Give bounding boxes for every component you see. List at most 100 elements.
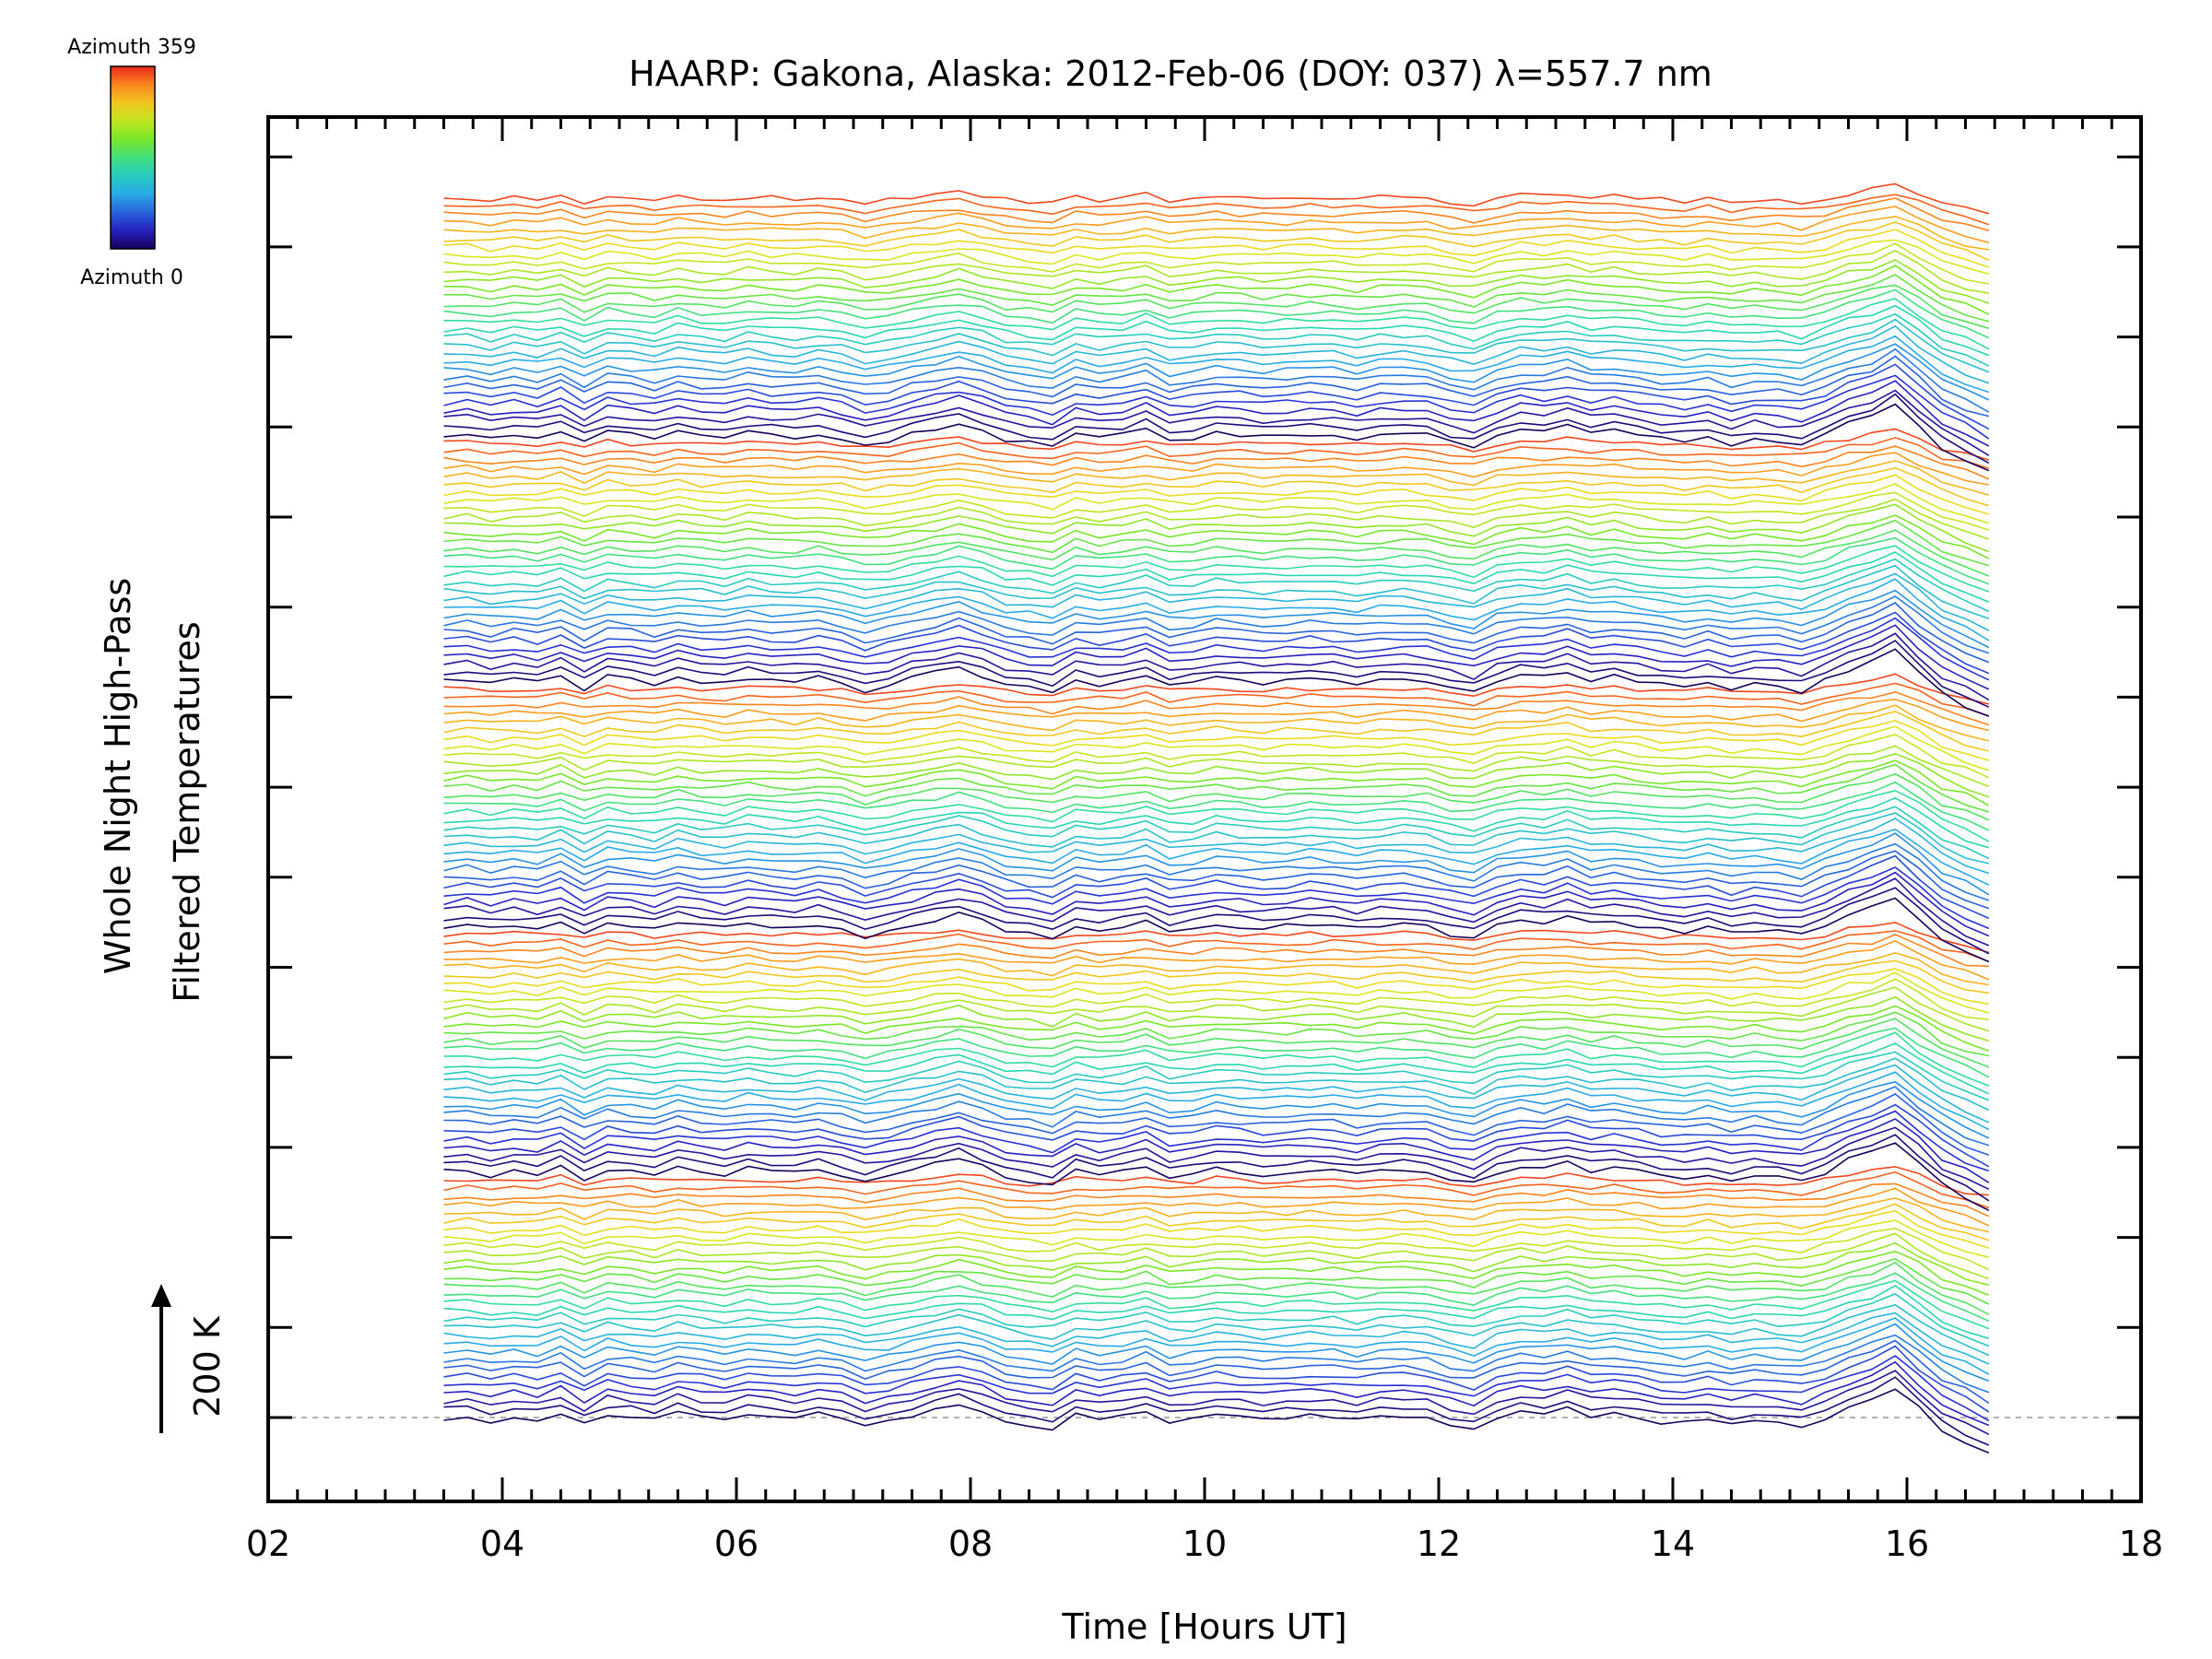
- series-line: [443, 403, 1990, 472]
- series-line: [443, 363, 1990, 430]
- series-line: [443, 216, 1990, 251]
- series-line: [443, 572, 1990, 631]
- series-line: [443, 483, 1990, 524]
- series-line: [443, 265, 1990, 315]
- series-line: [443, 1042, 1990, 1095]
- series-line: [443, 818, 1990, 875]
- series-line: [443, 428, 1990, 462]
- series-line: [443, 968, 1990, 1006]
- series-line: [443, 324, 1990, 384]
- series-line: [443, 298, 1990, 350]
- series-line: [443, 934, 1989, 968]
- series-line: [443, 474, 1990, 515]
- series-line: [443, 182, 1990, 215]
- series-line: [443, 194, 1990, 226]
- colorbar-bottom-label: Azimuth 0: [80, 266, 183, 289]
- series-line: [443, 1064, 1990, 1124]
- series-line: [443, 1241, 1990, 1287]
- series-line: [443, 617, 1990, 681]
- series-line: [443, 922, 1990, 954]
- series-line: [443, 1292, 1990, 1347]
- series-line: [443, 971, 1990, 1014]
- y-axis-label-line2: Filtered Temperatures: [167, 621, 207, 1002]
- series-line: [443, 1303, 1990, 1357]
- series-line: [443, 704, 1990, 742]
- series-line: [443, 514, 1990, 559]
- x-tick-label: 06: [714, 1524, 759, 1564]
- series-line: [443, 1232, 1990, 1280]
- series-line: [443, 1080, 1990, 1139]
- series-line: [443, 1086, 1990, 1147]
- series-line: [443, 259, 1990, 304]
- series-line: [443, 498, 1990, 540]
- series-line: [443, 355, 1990, 418]
- series-line: [443, 1272, 1990, 1323]
- series-line: [443, 1110, 1990, 1172]
- series-line: [443, 1005, 1990, 1053]
- series-line: [443, 1182, 1990, 1218]
- series-line: [443, 229, 1990, 268]
- series-line: [443, 682, 1990, 717]
- series-line: [443, 789, 1990, 842]
- series-line: [443, 1257, 1990, 1305]
- series-line: [443, 796, 1990, 849]
- series-line: [443, 1355, 1990, 1422]
- series-line: [443, 1126, 1990, 1191]
- series-line: [443, 1197, 1990, 1233]
- colorbar: Azimuth 359 Azimuth 0: [67, 36, 196, 289]
- series-line: [443, 437, 1990, 469]
- series-line: [443, 249, 1990, 294]
- series-line: [443, 806, 1990, 860]
- series-line: [443, 1187, 1990, 1227]
- y-axis-label-line1: Whole Night High-Pass: [98, 578, 138, 974]
- series-line: [443, 1317, 1990, 1375]
- x-tick-label: 16: [1885, 1524, 1929, 1564]
- series-line: [443, 951, 1990, 986]
- series-line: [443, 995, 1990, 1042]
- series-line: [443, 698, 1990, 732]
- x-axis: [266, 117, 2143, 1501]
- series-line: [443, 374, 1990, 440]
- series-line: [443, 206, 1990, 244]
- series-line: [443, 347, 1990, 413]
- series-line: [443, 640, 1990, 708]
- series-line: [443, 545, 1990, 593]
- series-line: [443, 1142, 1990, 1212]
- series-line: [443, 551, 1990, 603]
- series-line: [443, 930, 1990, 962]
- scale-bar: 200 K: [151, 1284, 228, 1433]
- series-line: [443, 1011, 1990, 1057]
- series-line: [443, 725, 1990, 771]
- series-line: [443, 602, 1990, 664]
- x-tick-label: 02: [246, 1524, 290, 1564]
- series-line: [443, 284, 1990, 330]
- colorbar-gradient: [110, 65, 156, 250]
- series-line: [443, 1118, 1990, 1183]
- series-line: [443, 781, 1990, 831]
- series-line: [443, 1051, 1990, 1101]
- series-line: [443, 812, 1990, 865]
- series-line: [443, 1071, 1990, 1131]
- series-line: [443, 343, 1990, 401]
- series-line: [443, 1027, 1990, 1078]
- series-line: [443, 529, 1990, 577]
- series-line: [443, 763, 1990, 813]
- series-line: [443, 1279, 1990, 1330]
- series-line: [443, 304, 1990, 357]
- series-line: [443, 978, 1989, 1020]
- series-line: [443, 632, 1990, 701]
- series-line: [443, 877, 1990, 947]
- series-line: [443, 673, 1990, 705]
- series-line: [443, 318, 1990, 373]
- series-line: [443, 1171, 1990, 1209]
- series-line: [443, 871, 1990, 937]
- series-line: [443, 1334, 1990, 1394]
- series-line: [443, 393, 1990, 465]
- series-line: [443, 1219, 1990, 1258]
- x-tick-label: 08: [948, 1524, 993, 1564]
- series-line: [443, 828, 1990, 886]
- colorbar-top-label: Azimuth 359: [67, 36, 196, 59]
- series-line: [443, 536, 1990, 585]
- series-line: [443, 690, 1990, 726]
- series-line: [443, 1388, 1990, 1454]
